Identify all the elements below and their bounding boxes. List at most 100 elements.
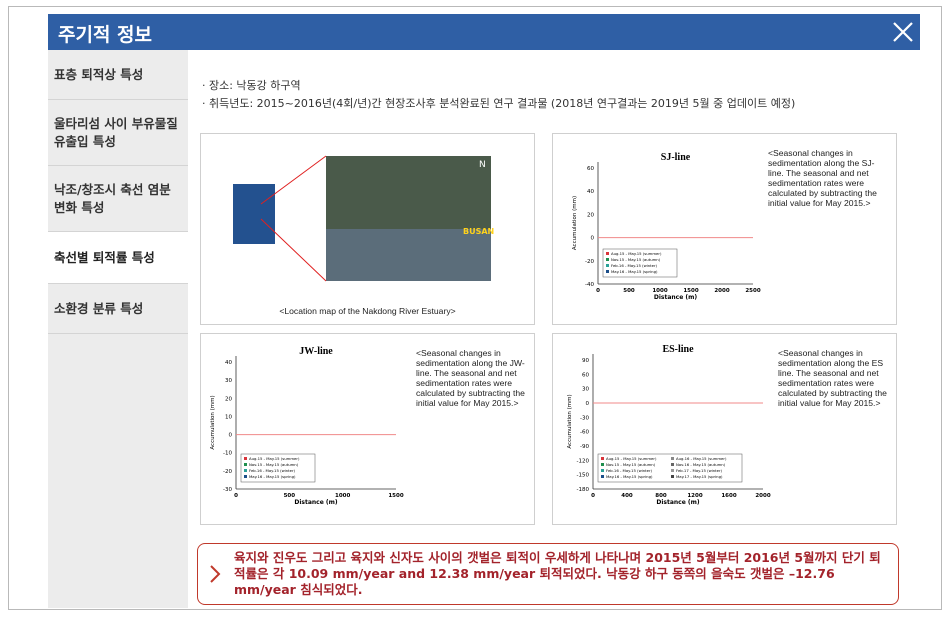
x-tick-label: 0	[596, 288, 600, 294]
figure: BUSAN N	[233, 155, 494, 282]
legend-label: May.16 - May.15 (spring)	[606, 474, 653, 479]
figure-caption: <Location map of the Nakdong River Estua…	[279, 306, 456, 316]
legend-swatch	[601, 475, 604, 478]
y-tick-label: -60	[580, 430, 589, 436]
legend-label: Aug.16 - May.15 (summer)	[676, 456, 727, 461]
legend-swatch	[606, 258, 609, 261]
water-area	[326, 229, 491, 281]
x-tick-label: 1000	[652, 288, 667, 294]
y-tick-label: -20	[223, 469, 232, 475]
y-tick-label: -30	[223, 487, 232, 493]
figure-caption: <Seasonal changes in sedimentation along…	[778, 348, 887, 408]
x-tick-label: 1000	[335, 493, 350, 499]
map-label: BUSAN	[463, 227, 494, 236]
inset-map	[233, 184, 275, 244]
y-tick-label: 30	[582, 387, 589, 393]
y-tick-label: 40	[225, 360, 232, 366]
figure-panel: SJ-line 60 40 20 0 -20 -40 0 500 1000 1500 2000 2500…	[552, 133, 897, 325]
legend-swatch	[671, 457, 674, 460]
legend-swatch	[244, 463, 247, 466]
sidebar: 표층 퇴적상 특성 울타리섬 사이 부유물질 유출입 특성 낙조/창조시 축선 …	[48, 50, 188, 608]
legend-box	[602, 248, 678, 278]
y-tick-label: -120	[577, 458, 590, 464]
y-tick-label: -30	[580, 415, 589, 421]
x-tick-label: 0	[591, 493, 595, 499]
y-tick-label: -150	[577, 473, 590, 479]
y-tick-label: -40	[585, 282, 594, 288]
y-tick-label: 20	[587, 212, 594, 218]
x-tick-label: 0	[234, 493, 238, 499]
x-tick-label: 1500	[388, 493, 403, 499]
figure-panel: BUSAN N <Location map of the Nakdong River…	[200, 133, 535, 325]
legend-swatch	[671, 475, 674, 478]
legend-swatch	[601, 457, 604, 460]
x-axis-label: Distance (m)	[294, 499, 338, 506]
y-tick-label: 30	[225, 378, 232, 384]
y-tick-label: -10	[223, 451, 232, 457]
legend-label: Nov.15 - May.15 (autumn)	[606, 462, 656, 467]
x-tick-label: 1200	[687, 493, 702, 499]
x-tick-label: 2000	[755, 493, 770, 499]
x-tick-label: 2500	[745, 288, 760, 294]
legend-swatch	[606, 252, 609, 255]
menu-item[interactable]: 소환경 분류 특성	[48, 284, 188, 334]
y-tick-label: -20	[585, 259, 594, 265]
chart-title: SJ-line	[661, 152, 691, 163]
menu-item[interactable]: 표층 퇴적상 특성	[48, 50, 188, 100]
legend-label: Feb.16 - May.15 (winter)	[249, 468, 296, 473]
x-tick-label: 1600	[721, 493, 736, 499]
close-button[interactable]	[890, 19, 916, 45]
y-tick-label: 0	[586, 401, 590, 407]
legend-label: May.16 - May.15 (spring)	[249, 474, 296, 479]
x-tick-label: 800	[655, 493, 667, 499]
y-tick-label: -180	[577, 487, 590, 493]
legend-box	[240, 453, 316, 483]
legend-swatch	[601, 469, 604, 472]
legend-swatch	[606, 270, 609, 273]
chart-title: JW-line	[299, 346, 333, 357]
y-tick-label: 0	[591, 236, 595, 242]
figure-caption: <Seasonal changes in sedimentation along…	[416, 348, 525, 408]
header: 주기적 정보	[48, 14, 920, 50]
menu-item[interactable]: 울타리섬 사이 부유물질 유출입 특성	[48, 100, 188, 166]
menu-item[interactable]: 낙조/창조시 축선 염분 변화 특성	[48, 166, 188, 232]
bullet-text: · 취득년도: 2015~2016년(4회/년)간 현장조사후 분석완료된 연구…	[202, 97, 796, 110]
y-tick-label: 20	[225, 396, 232, 402]
x-tick-label: 500	[284, 493, 296, 499]
legend-swatch	[606, 264, 609, 267]
y-tick-label: 60	[582, 372, 589, 378]
y-tick-label: 10	[225, 414, 232, 420]
legend-swatch	[601, 463, 604, 466]
note-text: 육지와 진우도 그리고 육지와 신자도 사이의 갯벌은 퇴적이 우세하게 나타나…	[234, 550, 881, 597]
legend-label: Nov.16 - May.15 (autumn)	[676, 462, 726, 467]
legend-label: Feb.17 - May.15 (winter)	[676, 468, 723, 473]
legend-label: Nov.15 - May.15 (autumn)	[249, 462, 299, 467]
y-axis-label: Accumulation (mm)	[567, 394, 573, 448]
legend-label: May.17 - May.15 (spring)	[676, 474, 723, 479]
x-tick-label: 1500	[683, 288, 698, 294]
y-tick-label: 40	[587, 189, 594, 195]
legend-swatch	[244, 457, 247, 460]
zoom-line	[260, 155, 327, 282]
legend-label: Feb.16 - May.15 (winter)	[606, 468, 653, 473]
legend-label: Aug.15 - May.15 (summer)	[606, 456, 657, 461]
x-axis-label: Distance (m)	[654, 294, 698, 301]
legend-label: May.16 - May.15 (spring)	[611, 269, 658, 274]
x-axis-label: Distance (m)	[656, 499, 700, 506]
chart-title: ES-line	[662, 344, 694, 355]
y-axis-label: Accumulation (mm)	[572, 196, 578, 250]
legend-label: Aug.15 - May.15 (summer)	[611, 251, 662, 256]
y-tick-label: 0	[229, 433, 233, 439]
menu-item-active[interactable]: 축선별 퇴적률 특성	[48, 232, 188, 284]
x-tick-label: 2000	[714, 288, 729, 294]
legend-swatch	[244, 469, 247, 472]
legend-box	[597, 453, 743, 483]
y-axis-label: Accumulation (mm)	[210, 395, 216, 449]
header-title: 주기적 정보	[58, 24, 153, 46]
x-tick-label: 500	[623, 288, 635, 294]
legend-swatch	[244, 475, 247, 478]
y-tick-label: 90	[582, 358, 589, 364]
